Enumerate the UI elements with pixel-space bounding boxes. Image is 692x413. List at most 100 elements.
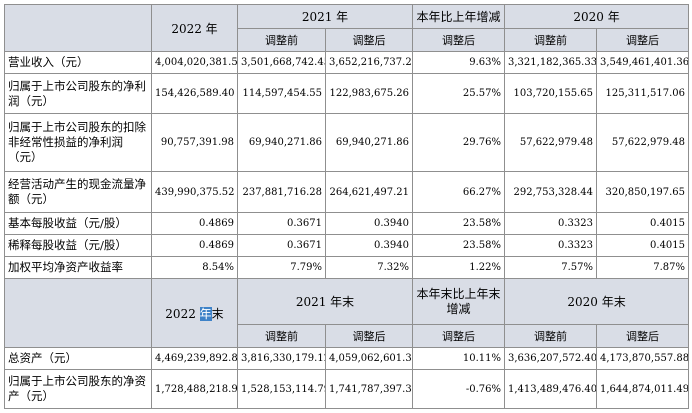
cell-change: 25.57% <box>412 73 506 114</box>
cell-2020-after: 0.4015 <box>596 234 690 258</box>
header-2022: 2022 年 <box>151 3 238 53</box>
cell-2020-before: 3,321,182,365.33 <box>504 51 598 75</box>
table-row: 归属于上市公司股东的扣除非经常性损益的净利润（元） 90,757,391.98 … <box>4 112 690 173</box>
cell-2020-before: 1,413,489,476.40 <box>504 369 598 409</box>
header-2022-end-suffix: 末 <box>211 306 224 321</box>
cell-2020-before: 0.3323 <box>504 211 598 236</box>
header-blank-cell <box>4 3 152 53</box>
cell-2021-before: 7.79% <box>237 256 326 280</box>
cell-2020-before: 7.57% <box>504 256 598 280</box>
subheader-row: 调整前 调整后 调整后 调整前 调整后 <box>5 324 690 349</box>
row-label: 归属于上市公司股东的净资产（元） <box>4 369 152 409</box>
cell-2021-before: 69,940,271.86 <box>237 112 326 173</box>
table-row: 加权平均净资产收益率 8.54% 7.79% 7.32% 1.22% 7.57%… <box>4 256 690 280</box>
subheader-2020-after: 调整后 <box>596 324 690 349</box>
cell-2020-after: 57,622,979.48 <box>596 112 690 173</box>
cell-2020-after: 4,173,870,557.88 <box>596 347 690 371</box>
cell-2020-before: 57,622,979.48 <box>504 112 598 173</box>
cell-2021-before: 237,881,716.28 <box>237 171 326 213</box>
cell-change: 9.63% <box>412 51 506 75</box>
cell-2020-before: 292,753,328.44 <box>504 171 598 213</box>
cell-2021-before: 114,597,454.55 <box>237 73 326 114</box>
header-row: 2022 年 2021 年 本年比上年增减 2020 年 <box>4 3 690 53</box>
cell-change: -0.76% <box>412 369 506 409</box>
row-label: 营业收入（元） <box>4 51 152 75</box>
table-row: 基本每股收益（元/股） 0.4869 0.3671 0.3940 23.58% … <box>4 211 690 236</box>
subheader-2020-before: 调整前 <box>504 324 598 349</box>
cell-2022: 1,728,488,218.94 <box>151 369 238 409</box>
header-change: 本年比上年增减 <box>412 3 506 30</box>
header-2021: 2021 年 <box>236 3 414 30</box>
subheader-2020-before: 调整前 <box>504 28 598 53</box>
cell-2021-after: 4,059,062,601.38 <box>324 347 414 371</box>
cell-change: 23.58% <box>412 234 506 258</box>
header-2021-end: 2021 年末 <box>236 278 414 326</box>
cell-2021-before: 0.3671 <box>237 234 326 258</box>
subheader-2020-after: 调整后 <box>596 28 690 53</box>
row-label: 加权平均净资产收益率 <box>4 256 152 280</box>
cell-2020-after: 1,644,874,011.49 <box>596 369 690 409</box>
cell-2022: 0.4869 <box>151 211 238 236</box>
cell-2020-after: 3,549,461,401.36 <box>596 51 690 75</box>
cell-2021-before: 0.3671 <box>237 211 326 236</box>
cell-2020-before: 0.3323 <box>504 234 598 258</box>
table-row: 稀释每股收益（元/股） 0.4869 0.3671 0.3940 23.58% … <box>4 234 690 258</box>
header-2020: 2020 年 <box>504 3 690 30</box>
highlighted-text: 年 <box>199 306 212 321</box>
cell-2022: 4,004,020,381.58 <box>151 51 238 75</box>
subheader-2021-before: 调整前 <box>237 28 326 53</box>
table-row: 经营活动产生的现金流量净额（元） 439,990,375.52 237,881,… <box>4 171 690 213</box>
cell-change: 66.27% <box>412 171 506 213</box>
row-label: 基本每股收益（元/股） <box>4 211 152 236</box>
header-blank-cell <box>4 278 152 349</box>
header-2022-end-year: 2022 <box>165 306 200 321</box>
cell-2021-after: 0.3940 <box>324 211 414 236</box>
cell-change: 1.22% <box>412 256 506 280</box>
cell-2021-after: 1,741,787,397.33 <box>324 369 414 409</box>
header-2020-end: 2020 年末 <box>504 278 690 326</box>
cell-2021-after: 264,621,497.21 <box>324 171 414 213</box>
cell-2021-before: 3,816,330,179.12 <box>237 347 326 371</box>
table-row: 归属于上市公司股东的净利润（元） 154,426,589.40 114,597,… <box>4 73 690 114</box>
cell-2021-after: 3,652,216,737.24 <box>324 51 414 75</box>
row-label: 归属于上市公司股东的净利润（元） <box>4 73 152 114</box>
header-change-end: 本年末比上年末增减 <box>412 278 506 326</box>
subheader-row: 调整前 调整后 调整后 调整前 调整后 <box>5 28 690 53</box>
cell-2020-after: 0.4015 <box>596 211 690 236</box>
cell-2022: 439,990,375.52 <box>151 171 238 213</box>
row-label: 总资产（元） <box>4 347 152 371</box>
cell-2022: 8.54% <box>151 256 238 280</box>
cell-change: 10.11% <box>412 347 506 371</box>
table-row: 总资产（元） 4,469,239,892.87 3,816,330,179.12… <box>4 347 690 371</box>
cell-2021-after: 122,983,675.26 <box>324 73 414 114</box>
table-row: 归属于上市公司股东的净资产（元） 1,728,488,218.94 1,528,… <box>4 369 690 409</box>
cell-2020-before: 3,636,207,572.40 <box>504 347 598 371</box>
cell-2022: 90,757,391.98 <box>151 112 238 173</box>
subheader-2021-after: 调整后 <box>324 324 414 349</box>
row-label: 经营活动产生的现金流量净额（元） <box>4 171 152 213</box>
cell-2020-after: 320,850,197.65 <box>596 171 690 213</box>
subheader-change-after: 调整后 <box>412 28 506 53</box>
financial-table: 2022 年 2021 年 本年比上年增减 2020 年 调整前 调整后 调整后… <box>4 3 690 409</box>
cell-change: 29.76% <box>412 112 506 173</box>
row-label: 稀释每股收益（元/股） <box>4 234 152 258</box>
cell-2021-before: 1,528,153,114.79 <box>237 369 326 409</box>
cell-2021-after: 69,940,271.86 <box>324 112 414 173</box>
header-row: 2022 年末 2021 年末 本年末比上年末增减 2020 年末 <box>4 278 690 349</box>
subheader-change-after: 调整后 <box>412 324 506 349</box>
cell-2021-after: 7.32% <box>324 256 414 280</box>
cell-2022: 4,469,239,892.87 <box>151 347 238 371</box>
cell-2022: 154,426,589.40 <box>151 73 238 114</box>
row-label: 归属于上市公司股东的扣除非经常性损益的净利润（元） <box>4 112 152 173</box>
subheader-2021-after: 调整后 <box>324 28 414 53</box>
cell-2020-before: 103,720,155.65 <box>504 73 598 114</box>
cell-2020-after: 125,311,517.06 <box>596 73 690 114</box>
cell-2021-before: 3,501,668,742.45 <box>237 51 326 75</box>
cell-change: 23.58% <box>412 211 506 236</box>
table-row: 营业收入（元） 4,004,020,381.58 3,501,668,742.4… <box>4 51 690 75</box>
cell-2022: 0.4869 <box>151 234 238 258</box>
subheader-2021-before: 调整前 <box>237 324 326 349</box>
cell-2020-after: 7.87% <box>596 256 690 280</box>
header-2022-end: 2022 年末 <box>151 278 238 349</box>
